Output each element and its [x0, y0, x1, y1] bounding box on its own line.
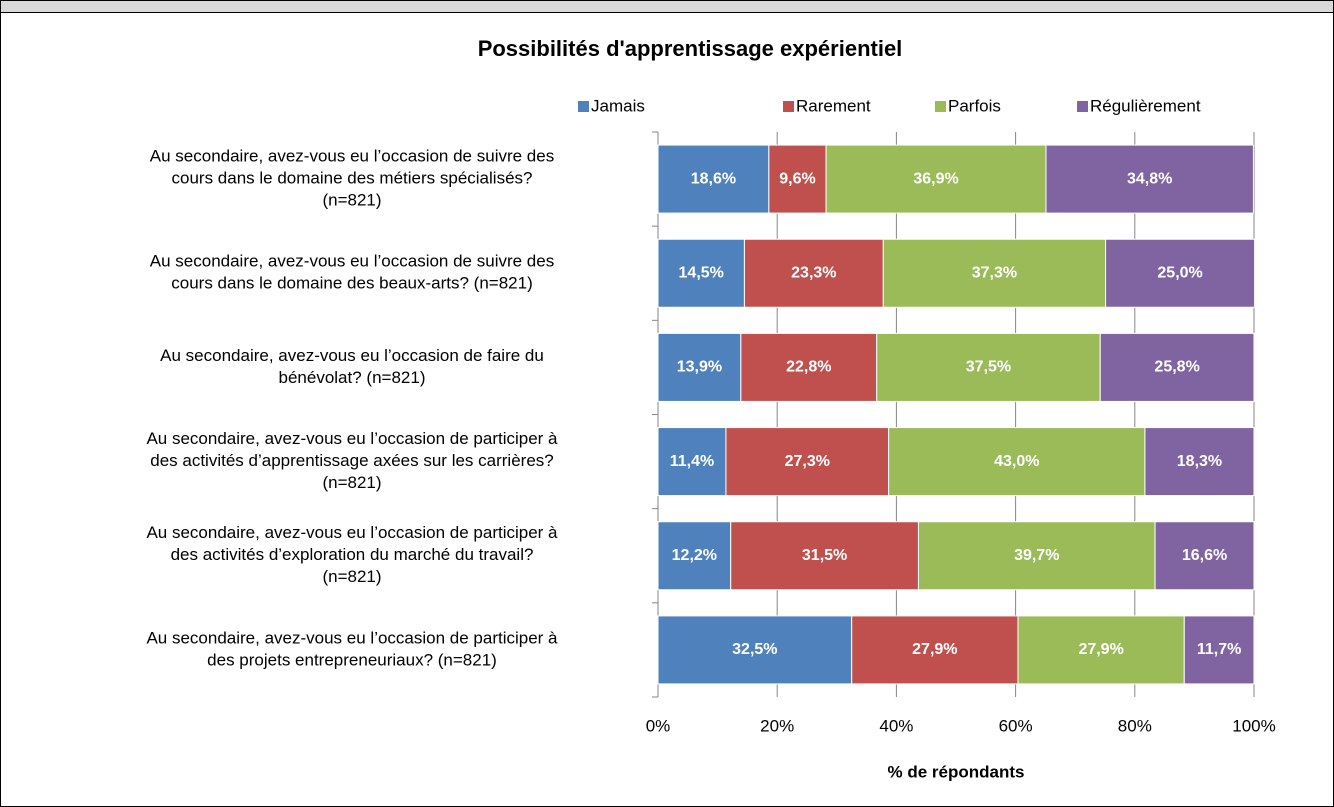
- x-tick-label: 100%: [1232, 716, 1275, 735]
- bar-segment: [743, 238, 884, 308]
- bar-segment: [1045, 144, 1254, 214]
- x-tick-label: 0%: [646, 716, 671, 735]
- bar-segment: [876, 332, 1101, 402]
- bar-segment: [825, 144, 1047, 214]
- bar-segment: [851, 615, 1019, 685]
- header-band: [0, 0, 1334, 13]
- bar-segment: [657, 332, 742, 402]
- bar-segment: [730, 521, 919, 591]
- data-label: 43,0%: [994, 453, 1039, 470]
- bar-segment: [725, 427, 890, 497]
- data-label: 25,0%: [1157, 264, 1202, 281]
- data-label: 34,8%: [1127, 170, 1172, 187]
- data-label: 11,4%: [670, 453, 714, 470]
- data-label: 36,9%: [913, 170, 958, 187]
- data-label: 14,5%: [679, 264, 724, 281]
- bar-segment: [657, 521, 732, 591]
- bar-segment: [740, 332, 878, 402]
- y-tick-label: Au secondaire, avez-vous eu l’occasion d…: [146, 628, 558, 647]
- bar-segment: [1105, 238, 1256, 308]
- bar-segment: [1183, 615, 1255, 685]
- x-axis-label: % de répondants: [888, 762, 1025, 781]
- y-tick-label: Au secondaire, avez-vous eu l’occasion d…: [146, 429, 558, 448]
- data-label: 13,9%: [677, 359, 722, 376]
- data-label: 16,6%: [1182, 547, 1227, 564]
- y-tick-label: des activités d’exploration du marché du…: [171, 545, 534, 564]
- y-tick-label: Au secondaire, avez-vous eu l’occasion d…: [146, 523, 558, 542]
- data-label: 9,6%: [779, 170, 815, 187]
- legend-swatch: [1077, 101, 1088, 112]
- bar-segment: [1154, 521, 1255, 591]
- bar-segment: [1017, 615, 1185, 685]
- y-tick-label: des activités d’apprentissage axées sur …: [150, 451, 553, 470]
- bar-segment: [1144, 427, 1255, 497]
- data-label: 37,5%: [966, 359, 1011, 376]
- data-label: 27,9%: [912, 641, 957, 658]
- data-label: 23,3%: [791, 264, 836, 281]
- x-tick-label: 60%: [999, 716, 1033, 735]
- y-tick-label: Au secondaire, avez-vous eu l’occasion d…: [150, 147, 554, 166]
- bar-segment: [1099, 332, 1255, 402]
- data-label: 25,8%: [1154, 359, 1199, 376]
- legend-label: Rarement: [796, 96, 871, 115]
- data-label: 18,6%: [691, 170, 736, 187]
- y-tick-label: (n=821): [322, 191, 381, 210]
- chart-title: Possibilités d'apprentissage expérientie…: [478, 36, 903, 61]
- y-tick-label: bénévolat? (n=821): [279, 368, 426, 387]
- legend-swatch: [783, 101, 794, 112]
- bar-segment: [657, 615, 853, 685]
- data-label: 31,5%: [802, 547, 847, 564]
- data-label: 27,9%: [1078, 641, 1123, 658]
- y-tick-label: cours dans le domaine des métiers spécia…: [172, 169, 533, 188]
- data-label: 27,3%: [785, 453, 830, 470]
- bar-segment: [882, 238, 1107, 308]
- y-tick-label: Au secondaire, avez-vous eu l’occasion d…: [150, 252, 554, 271]
- bar-segment: [888, 427, 1146, 497]
- legend-swatch: [935, 101, 946, 112]
- data-label: 18,3%: [1177, 453, 1222, 470]
- x-tick-label: 80%: [1118, 716, 1152, 735]
- data-label: 32,5%: [732, 641, 777, 658]
- y-tick-label: des projets entrepreneuriaux? (n=821): [207, 650, 497, 669]
- data-label: 22,8%: [786, 359, 831, 376]
- y-tick-label: Au secondaire, avez-vous eu l’occasion d…: [160, 346, 544, 365]
- y-tick-label: (n=821): [322, 473, 381, 492]
- legend-label: Jamais: [591, 96, 645, 115]
- data-label: 37,3%: [972, 264, 1017, 281]
- data-label: 12,2%: [672, 547, 717, 564]
- y-tick-label: cours dans le domaine des beaux-arts? (n…: [171, 274, 532, 293]
- y-tick-label: (n=821): [322, 567, 381, 586]
- x-tick-label: 20%: [760, 716, 794, 735]
- bar-segment: [657, 427, 727, 497]
- legend-swatch: [578, 101, 589, 112]
- legend-label: Régulièrement: [1090, 96, 1201, 115]
- data-label: 11,7%: [1197, 641, 1241, 658]
- data-label: 39,7%: [1014, 547, 1059, 564]
- x-tick-label: 40%: [879, 716, 913, 735]
- legend-label: Parfois: [948, 96, 1001, 115]
- bar-segment: [657, 238, 745, 308]
- bar-segment: [917, 521, 1156, 591]
